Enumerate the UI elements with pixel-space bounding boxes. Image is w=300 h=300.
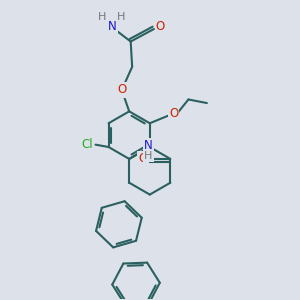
Text: O: O	[169, 106, 178, 120]
Text: N: N	[144, 139, 153, 152]
Text: O: O	[138, 152, 147, 165]
Text: O: O	[156, 20, 165, 33]
Text: N: N	[108, 20, 116, 33]
Text: Cl: Cl	[81, 138, 93, 151]
Text: H: H	[98, 12, 106, 22]
Text: O: O	[117, 83, 126, 97]
Text: H: H	[144, 151, 152, 161]
Text: H: H	[117, 12, 125, 22]
